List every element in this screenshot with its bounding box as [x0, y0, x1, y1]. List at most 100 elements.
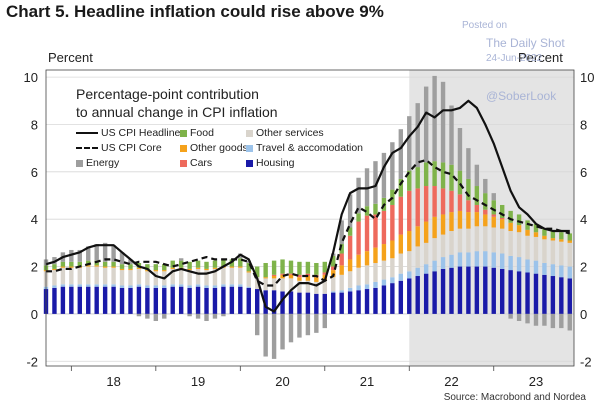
bar-other_services	[128, 270, 133, 286]
bar-other_goods	[297, 277, 302, 281]
bar-cars	[271, 274, 277, 277]
legend-item-travel: Travel & accomodation	[246, 142, 363, 154]
bar-food	[69, 261, 74, 267]
bar-housing	[314, 293, 319, 314]
bar-other_goods	[373, 247, 378, 263]
legend-label-housing: Housing	[256, 157, 295, 169]
bar-housing	[60, 286, 66, 314]
bar-travel	[229, 284, 235, 287]
bar-other_goods	[508, 222, 513, 232]
bar-other_services	[466, 228, 471, 253]
legend-label-other_goods: Other goods	[190, 142, 248, 154]
bar-other_goods	[516, 225, 522, 233]
bar-other_services	[314, 281, 319, 294]
bar-travel	[508, 255, 513, 271]
bar-other_services	[415, 246, 420, 268]
bar-other_goods	[145, 270, 150, 272]
bar-food	[347, 227, 353, 236]
bar-housing	[102, 286, 108, 314]
x-tick-label: 22	[444, 374, 458, 389]
bar-other_goods	[288, 274, 294, 279]
bar-housing	[238, 286, 243, 314]
bar-other_services	[204, 270, 209, 286]
bar-energy	[221, 313, 226, 317]
bar-travel	[415, 267, 420, 277]
bar-cars	[432, 186, 437, 217]
bar-other_goods	[457, 210, 463, 229]
bar-energy	[483, 178, 488, 194]
bar-other_services	[440, 234, 446, 258]
bar-energy	[94, 244, 99, 261]
bar-travel	[516, 257, 522, 272]
bar-travel	[381, 279, 387, 286]
bar-travel	[204, 285, 209, 288]
bar-housing	[356, 290, 361, 314]
bar-housing	[347, 291, 353, 314]
bar-food	[263, 262, 268, 278]
bar-other_goods	[381, 244, 387, 261]
bar-food	[466, 178, 471, 201]
bar-housing	[128, 287, 133, 314]
bar-travel	[373, 281, 378, 288]
bar-housing	[280, 291, 285, 314]
legend-marker-housing	[246, 159, 253, 167]
bar-travel	[339, 290, 344, 293]
bar-other_goods	[170, 267, 175, 269]
bar-other_goods	[246, 271, 251, 273]
bar-other_services	[432, 238, 437, 261]
legend-item-headline: US CPI Headline	[76, 127, 180, 139]
bar-travel	[52, 285, 57, 288]
y-tick-label-right: 0	[580, 307, 587, 322]
bar-food	[516, 214, 522, 226]
watermark-handle: @SoberLook	[486, 89, 557, 103]
bar-housing	[246, 287, 251, 314]
bar-cars	[474, 204, 480, 213]
bar-travel	[432, 260, 437, 272]
bar-cars	[331, 266, 336, 271]
bar-food	[162, 264, 167, 271]
bar-other_services	[263, 278, 268, 291]
bar-housing	[153, 287, 159, 314]
bar-other_services	[246, 272, 251, 287]
y-tick-label-left: 6	[31, 165, 38, 180]
bar-travel	[221, 284, 226, 287]
bar-other_goods	[550, 238, 556, 241]
y-tick-label-left: 10	[24, 70, 38, 85]
bar-food	[212, 260, 218, 268]
bar-other_goods	[153, 270, 159, 272]
bar-energy	[178, 258, 184, 261]
bar-other_services	[559, 241, 564, 266]
legend-label-energy: Energy	[86, 157, 120, 169]
bar-cars	[499, 218, 505, 220]
bar-cars	[356, 221, 361, 255]
bar-travel	[407, 271, 412, 279]
bar-cars	[390, 204, 395, 241]
bar-housing	[119, 287, 125, 314]
bar-other_services	[52, 270, 57, 286]
bar-food	[128, 264, 133, 269]
bar-housing	[297, 292, 302, 314]
y-axis-label-left: Percent	[48, 50, 93, 65]
line-core	[46, 158, 571, 287]
bar-energy	[314, 313, 319, 333]
bar-energy	[69, 249, 74, 262]
bar-cars	[305, 273, 311, 277]
bar-other_services	[525, 235, 530, 260]
bar-other_goods	[483, 214, 488, 227]
bar-other_goods	[390, 240, 395, 259]
bar-cars	[491, 214, 496, 217]
line-headline	[45, 99, 570, 313]
bar-energy	[542, 313, 547, 326]
bar-other_goods	[212, 267, 218, 269]
bar-energy	[466, 148, 471, 179]
bar-housing	[483, 266, 488, 314]
bar-travel	[162, 285, 167, 288]
bar-other_services	[398, 253, 404, 274]
bar-other_services	[60, 267, 66, 285]
bar-other_services	[356, 267, 361, 286]
bar-food	[474, 186, 480, 205]
bar-energy	[356, 177, 361, 214]
bar-energy	[153, 313, 159, 322]
bar-other_services	[255, 277, 260, 290]
bar-other_goods	[567, 240, 572, 243]
